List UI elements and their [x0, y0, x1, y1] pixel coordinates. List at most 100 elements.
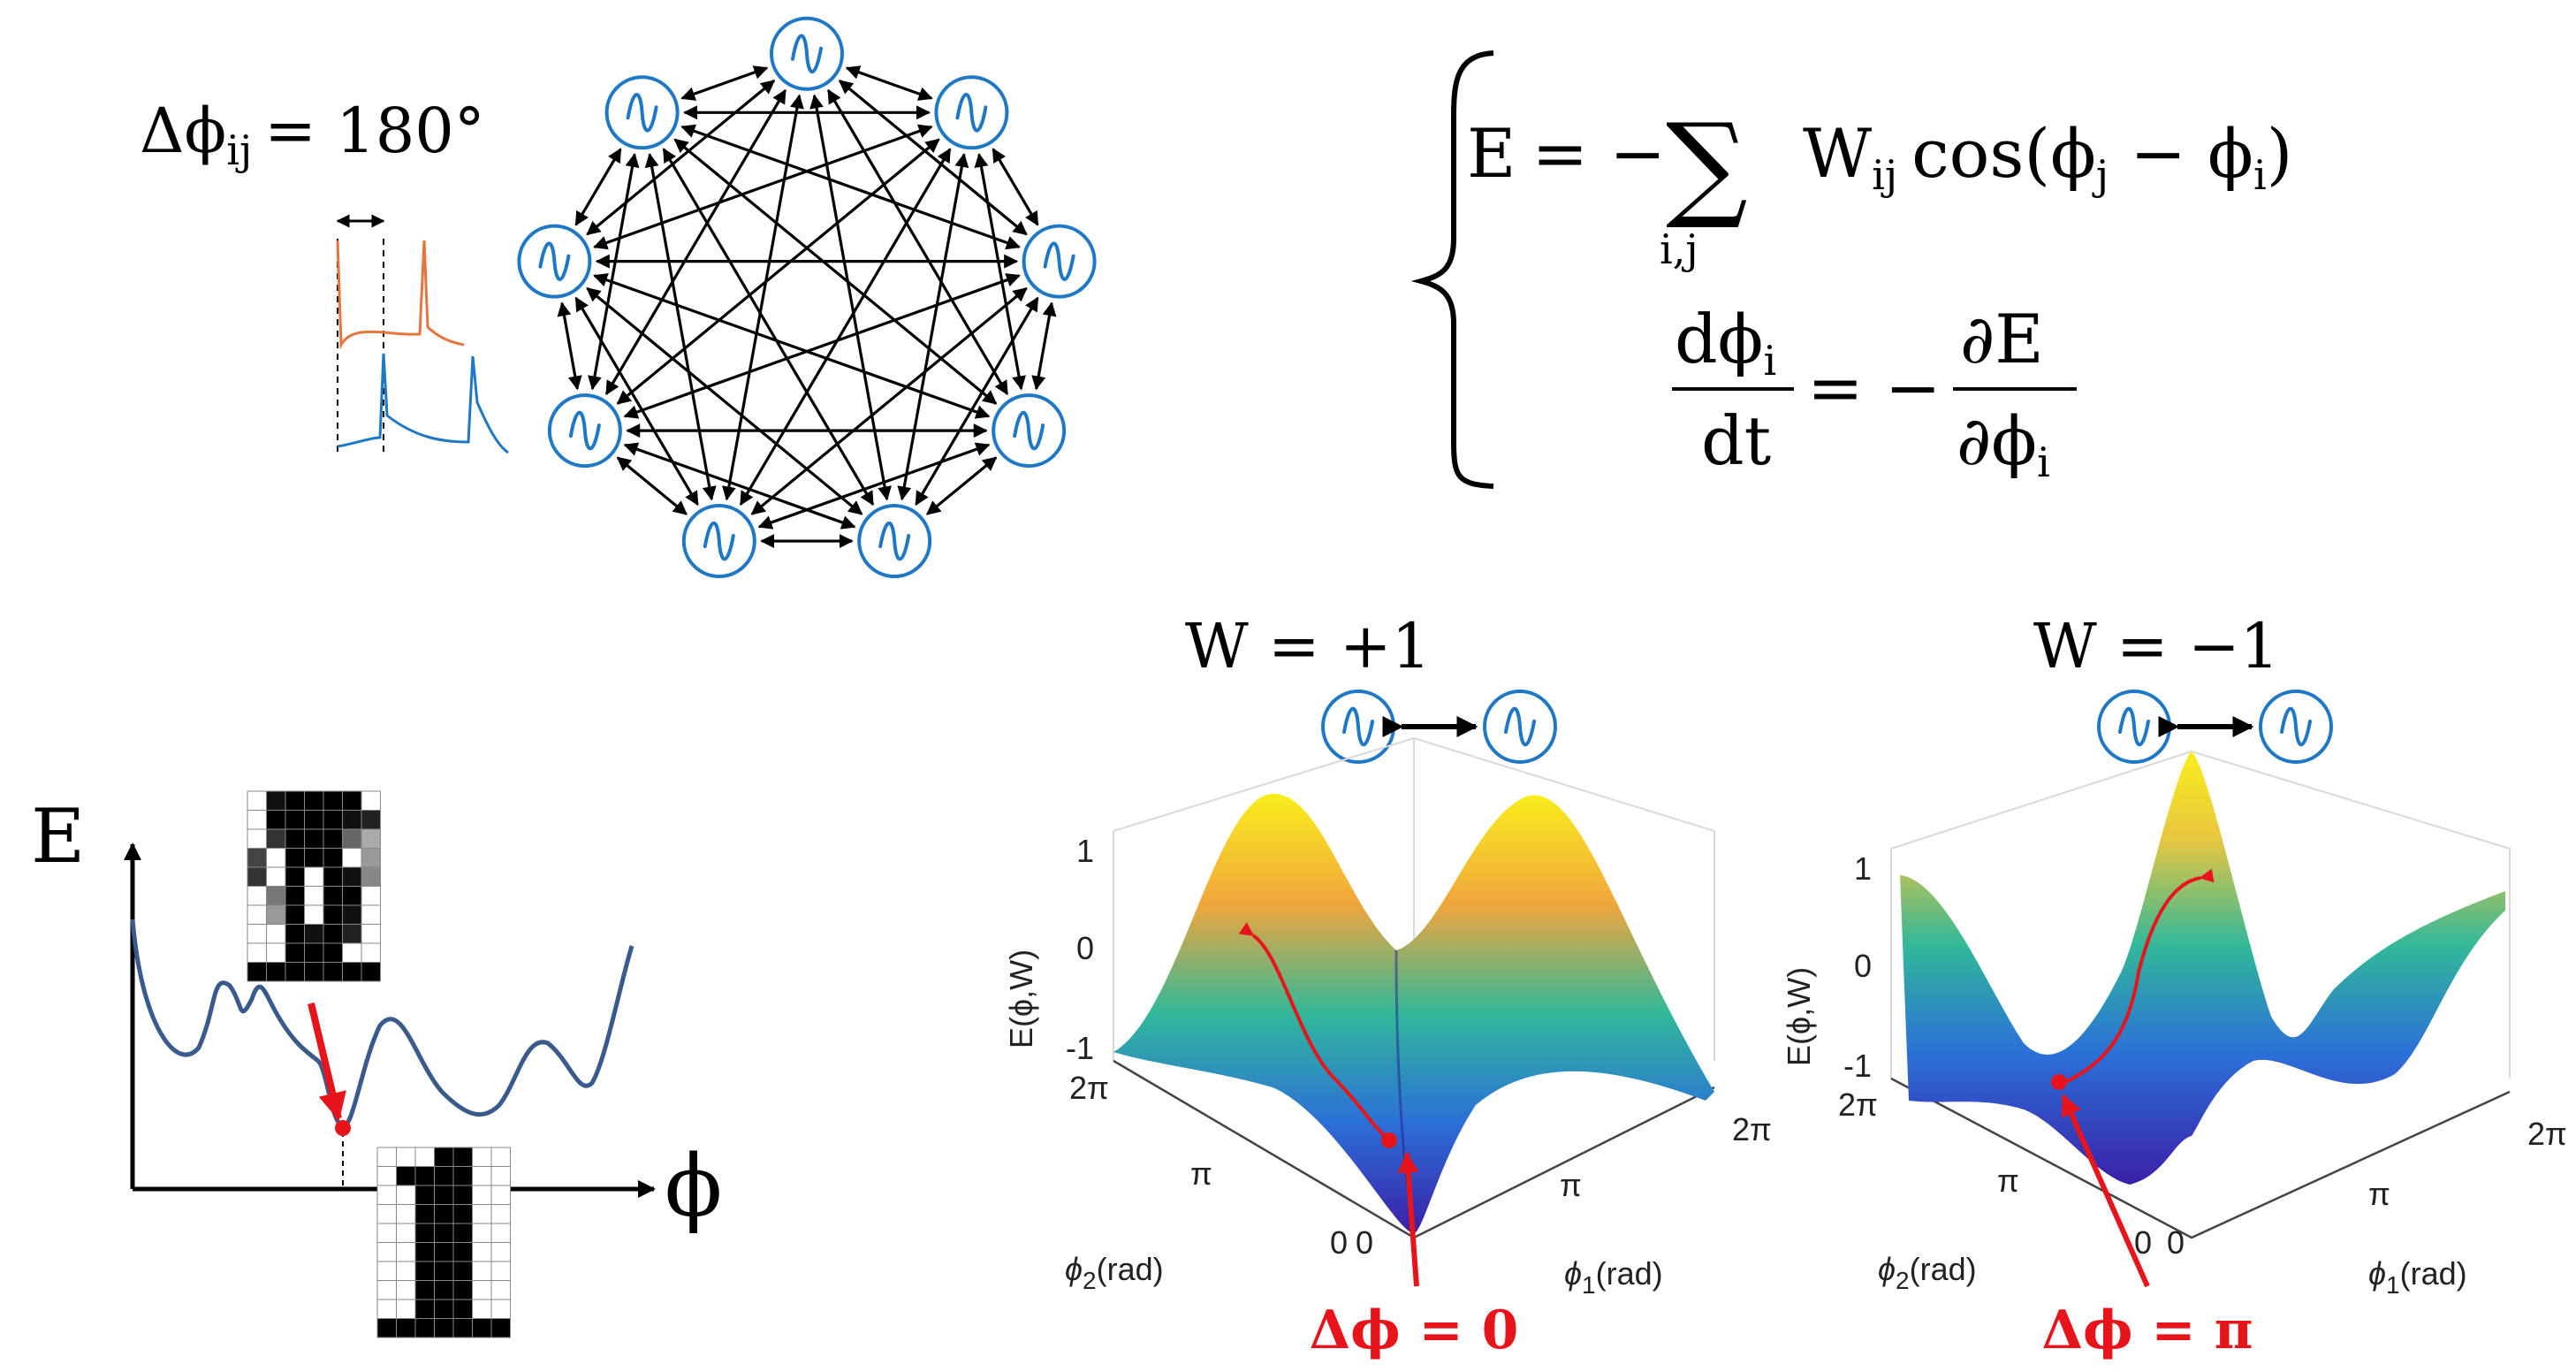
phi1-symbol: ϕ	[1564, 1255, 1582, 1292]
pixel-cell	[247, 904, 267, 925]
pixel-cell	[266, 828, 286, 849]
pixel-cell	[266, 886, 286, 906]
phase-difference-label: Δϕij = 180°	[140, 95, 485, 174]
front-floor	[1890, 1077, 2511, 1239]
oscillator-icon	[1022, 224, 1097, 299]
pixel-cell	[472, 1185, 492, 1205]
pixel-cell	[414, 1204, 435, 1224]
pixel-cell	[361, 962, 381, 982]
pixel-cell	[323, 810, 343, 830]
pixel-cell	[490, 1318, 511, 1338]
phi2-axis-label: ϕ2(rad)	[1878, 1251, 1977, 1294]
pair-oscillator-left-icon	[2097, 690, 2171, 764]
pixel-cell	[285, 790, 305, 811]
pixel-cell	[414, 1318, 435, 1338]
phi2-symbol: ϕ	[1878, 1251, 1896, 1287]
pixel-cell	[266, 790, 286, 811]
pixel-cell	[490, 1261, 511, 1281]
pixel-cell	[376, 1166, 397, 1186]
phi-j-subscript: j	[2092, 151, 2109, 199]
phi1-tick-0: 0	[1356, 1224, 1373, 1261]
phi2-symbol: ϕ	[1065, 1251, 1083, 1287]
pixel-cell	[396, 1318, 416, 1338]
z-tick-bottom: -1	[1843, 1048, 1872, 1084]
z-tick-mid: 0	[1854, 948, 1872, 984]
partial-denominator-sub: i	[2037, 438, 2050, 486]
pair-oscillator-right-icon	[1483, 690, 1557, 764]
pixel-cell	[247, 886, 267, 906]
energy-landscape: E ϕ	[31, 790, 722, 1338]
pixel-cell	[285, 942, 305, 963]
pixel-cell	[323, 904, 343, 925]
surface-minimum-dot	[2051, 1074, 2067, 1090]
pixel-cell	[285, 848, 305, 868]
phi2-unit: (rad)	[1910, 1251, 1977, 1287]
svg-text:E= −: E = −	[1467, 114, 1666, 193]
pixel-cell	[247, 848, 267, 868]
coupling-edge	[845, 65, 933, 101]
svg-text:dϕi: dϕi	[1675, 300, 1776, 385]
pixel-cell	[304, 828, 324, 849]
curly-brace	[1410, 50, 1494, 489]
pair-oscillator-right-icon	[2259, 690, 2333, 764]
phi2-sub: 2	[1083, 1267, 1097, 1294]
pixel-cell	[434, 1185, 454, 1205]
pixel-cell	[304, 886, 324, 906]
pixel-cell	[361, 828, 381, 849]
pixel-cell	[490, 1204, 511, 1224]
pixel-cell	[396, 1299, 416, 1319]
pixel-cell	[266, 904, 286, 925]
surface-title-negative: W = −1	[2033, 610, 2279, 682]
energy-equals-minus: = −	[1531, 114, 1666, 193]
phi-i-subscript: i	[2253, 151, 2267, 199]
pixel-cell	[266, 848, 286, 868]
cos-open: cos(ϕ	[1911, 114, 2096, 193]
pixel-cell	[434, 1166, 454, 1186]
oscillator-network	[517, 16, 1097, 579]
sum-symbol: ∑	[1666, 98, 1748, 232]
pixel-cell	[414, 1223, 435, 1243]
pixel-cell	[396, 1204, 416, 1224]
pixel-cell	[490, 1242, 511, 1262]
pixel-cell	[342, 924, 362, 944]
deriv-denominator: dt	[1701, 401, 1771, 480]
pixel-cell	[414, 1280, 435, 1300]
pixel-cell	[342, 790, 362, 811]
pixel-cell	[396, 1223, 416, 1243]
oscillator-icon	[604, 75, 680, 150]
descent-trajectory	[1238, 922, 1389, 1140]
pixel-cell	[304, 866, 324, 887]
coupling-edge	[1031, 301, 1057, 391]
pixel-cell	[396, 1166, 416, 1186]
pixel-cell	[285, 866, 305, 887]
pixel-cell	[434, 1242, 454, 1262]
surface-plot-positive: W = +1 1 0 -1 2π π 0 0 π 2π E(ϕ,W) ϕ2(ra…	[1003, 610, 1772, 1361]
coupling-edge	[574, 148, 622, 226]
pixel-cell	[376, 1261, 397, 1281]
oscillator-icon	[992, 393, 1067, 469]
pixel-cell	[304, 924, 324, 944]
pixel-cell	[361, 942, 381, 963]
oscillator-icon	[681, 504, 756, 579]
descent-trajectory	[2063, 868, 2215, 1085]
coupling-edge	[662, 148, 875, 507]
result-label-negative: Δϕ = π	[2041, 1300, 2253, 1361]
z-axis-label: E(ϕ,W)	[1003, 949, 1039, 1048]
pixel-cell	[342, 810, 362, 830]
phi1-tick-2pi: 2π	[2527, 1116, 2567, 1152]
z-axis-label: E(ϕ,W)	[1781, 967, 1817, 1066]
pixel-cell	[376, 1185, 397, 1205]
pixel-cell	[490, 1166, 511, 1186]
pixel-cell	[452, 1185, 473, 1205]
phi1-axis-label: ϕ1(rad)	[1564, 1255, 1663, 1299]
pixel-cell	[266, 942, 286, 963]
pixel-cell	[361, 886, 381, 906]
phi2-unit: (rad)	[1097, 1251, 1164, 1287]
pixel-cell	[414, 1261, 435, 1281]
sum-index: i,j	[1660, 225, 1698, 273]
pixel-cell	[323, 790, 343, 811]
oscillator-icon	[857, 504, 932, 579]
coupling-edge	[616, 138, 940, 405]
phi1-tick-0: 0	[2167, 1224, 2185, 1261]
pixel-cell	[304, 962, 324, 982]
